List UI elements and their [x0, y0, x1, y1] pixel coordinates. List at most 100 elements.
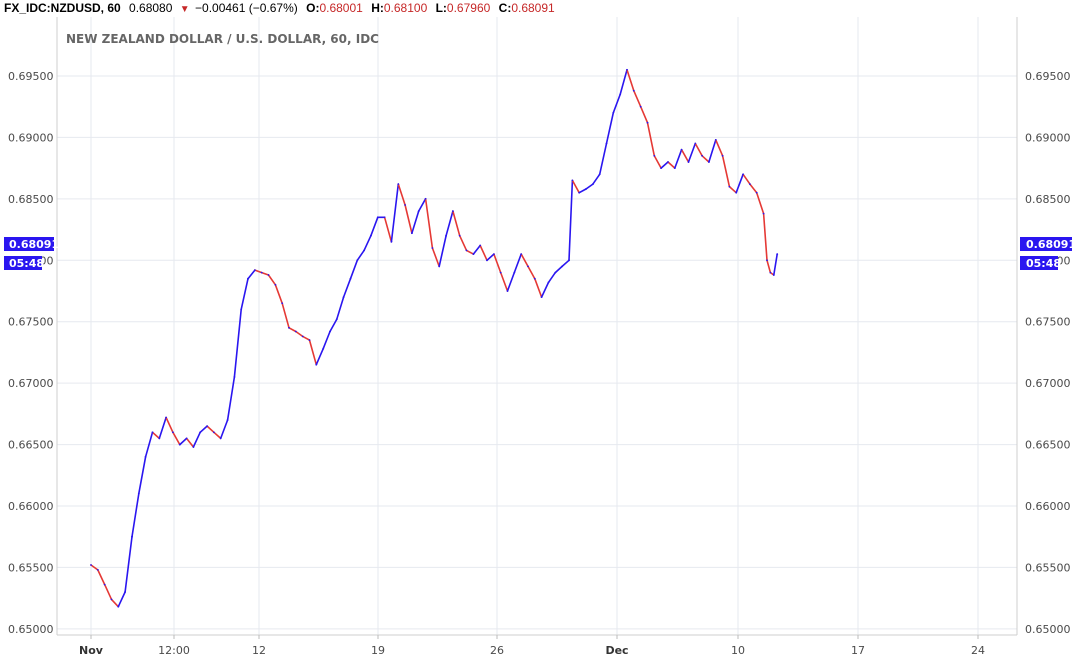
price-segment	[605, 112, 615, 145]
plot-area[interactable]	[57, 17, 1017, 635]
price-point	[226, 419, 229, 421]
y-tick-label-left: 0.67500	[8, 316, 54, 329]
price-point	[185, 437, 188, 440]
price-point	[728, 185, 731, 188]
price-point	[301, 335, 304, 338]
price-segment	[585, 183, 594, 190]
price-point	[260, 271, 263, 274]
price-point	[527, 265, 529, 268]
price-point	[213, 431, 215, 434]
x-tick-label: 26	[490, 644, 504, 657]
price-point	[571, 179, 574, 182]
price-segment	[397, 183, 406, 206]
right-y-axis: 0.65000 0.65500 0.66000 0.66500 0.67000 0.675…	[1025, 70, 1071, 636]
price-point	[165, 416, 168, 419]
price-point	[578, 191, 581, 194]
price-point	[404, 204, 406, 206]
price-segment	[274, 283, 284, 305]
price-segment	[342, 277, 352, 298]
right-price-badge	[1020, 237, 1072, 251]
price-segment	[404, 204, 413, 234]
price-segment	[226, 376, 236, 421]
price-segment	[233, 308, 242, 378]
y-tick-label-left: 0.65500	[8, 561, 54, 574]
symbol-label[interactable]: FX_IDC:NZDUSD, 60	[4, 1, 121, 15]
right-price-badge-text: 0.68091	[1026, 238, 1076, 251]
price-point	[247, 277, 249, 280]
price-point	[267, 274, 270, 276]
price-segment	[315, 347, 325, 366]
price-segment	[612, 93, 622, 114]
price-point	[363, 249, 365, 252]
price-point	[653, 154, 656, 157]
price-point	[680, 148, 683, 151]
price-segment	[742, 173, 751, 185]
price-segment	[185, 437, 195, 448]
price-segment	[438, 234, 447, 268]
price-point	[766, 259, 768, 262]
price-segment	[301, 335, 311, 341]
price-point	[90, 564, 92, 566]
price-point	[288, 326, 290, 329]
price-point	[585, 188, 587, 190]
price-point	[178, 443, 181, 446]
price-point	[445, 234, 447, 237]
price-segment	[206, 425, 215, 434]
price-segment	[721, 155, 731, 188]
price-point	[110, 598, 113, 601]
price-point	[424, 197, 427, 200]
y-tick-label-right: 0.68500	[1025, 193, 1071, 206]
price-segment	[144, 431, 154, 458]
price-point	[632, 89, 635, 92]
price-segment	[513, 253, 523, 274]
price-point	[438, 265, 441, 268]
y-tick-label-right: 0.67500	[1025, 316, 1071, 329]
price-point	[144, 455, 147, 458]
price-point	[533, 277, 536, 280]
price-segment	[390, 183, 400, 243]
price-segment	[247, 269, 256, 280]
price-segment	[117, 591, 126, 608]
price-segment	[660, 161, 669, 169]
left-countdown-badge	[4, 256, 42, 270]
price-segment	[97, 569, 106, 586]
price-segment	[493, 253, 502, 274]
price-point	[479, 244, 482, 247]
price-point	[199, 431, 202, 434]
y-tick-label-left: 0.67000	[8, 377, 54, 390]
price-point	[714, 139, 717, 141]
price-point	[431, 247, 434, 249]
price-segment	[735, 173, 744, 194]
low-value: 0.67960	[446, 1, 491, 15]
price-point	[370, 234, 372, 237]
open-label: O:	[306, 1, 320, 15]
x-tick-label: 17	[851, 644, 865, 657]
price-segment	[151, 431, 161, 440]
price-segment	[294, 330, 304, 338]
y-tick-label-left: 0.66000	[8, 500, 54, 513]
price-point	[254, 269, 256, 271]
down-triangle-icon: ▼	[179, 4, 190, 15]
price-point	[619, 93, 622, 96]
y-tick-label-right: 0.69500	[1025, 70, 1071, 83]
price-point	[755, 191, 758, 194]
price-segment	[772, 253, 779, 276]
price-point	[219, 437, 222, 440]
price-segment	[694, 142, 703, 157]
price-segment	[417, 198, 427, 212]
close-value: 0.68091	[511, 1, 555, 15]
price-point	[274, 283, 277, 286]
price-segment	[103, 583, 113, 601]
price-point	[131, 535, 133, 538]
price-point	[520, 253, 523, 256]
left-price-badge	[4, 237, 54, 251]
price-point	[376, 216, 379, 219]
price-segment	[329, 318, 338, 333]
price-segment	[728, 185, 738, 194]
price-point	[240, 308, 243, 311]
x-tick-label: 19	[371, 644, 385, 657]
price-segment	[288, 326, 297, 333]
price-segment	[479, 244, 488, 262]
y-tick-label-right: 0.65000	[1025, 623, 1071, 636]
